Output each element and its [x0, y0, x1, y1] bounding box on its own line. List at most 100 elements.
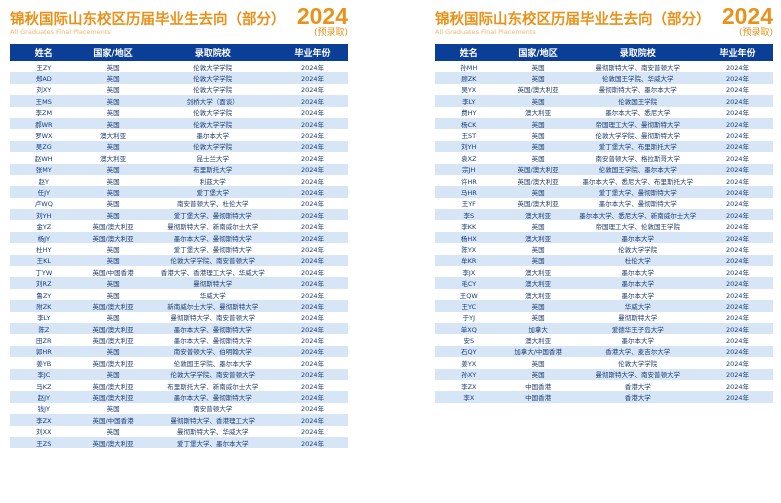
cell-year: 2024年	[277, 391, 348, 403]
cell-country: 英国/澳大利亚	[77, 231, 149, 244]
cell-country: 澳大利亚	[502, 209, 574, 221]
cell-name: 卢WQ	[34, 200, 53, 209]
cell-country: 英国/中国香港	[77, 414, 149, 426]
cell-university: 墨尔本大学	[621, 337, 655, 346]
cell-country: 澳大利亚	[525, 337, 552, 346]
cell-country: 英国	[531, 223, 545, 232]
cell-university: 帝国理工大学、伦敦国王学院	[595, 223, 681, 232]
table-row: 王KL 英国 伦敦大学学院、南安普顿大学 2024年	[10, 254, 348, 267]
cell-name: 陈Z	[10, 322, 78, 335]
cell-name: 顾ZK	[435, 72, 503, 84]
cell-country: 英国	[77, 277, 149, 289]
cell-name: 姜YX	[461, 359, 477, 368]
cell-name: 田ZR	[36, 337, 52, 346]
cell-year: 2024年	[702, 209, 773, 221]
cell-year: 2024年	[300, 382, 325, 391]
cell-university: 曼彻斯特大学	[618, 314, 658, 323]
cell-year: 2024年	[725, 291, 750, 300]
table-row: 刘XX 英国 曼彻斯特大学、华威大学 2024年	[10, 426, 348, 437]
page-subtitle: All Graduates Final Placements	[10, 28, 111, 36]
cell-university: 墨尔本大学、曼彻斯特大学	[148, 231, 277, 244]
cell-country: 英国	[106, 86, 120, 95]
cell-name: 鲁ZY	[36, 291, 52, 300]
cell-year: 2024年	[300, 291, 325, 300]
cell-year: 2024年	[725, 109, 750, 118]
table-row: 吴ZG 英国 伦敦大学学院 2024年	[10, 140, 348, 153]
cell-name: 李JX	[462, 268, 476, 277]
cell-university: 香港大学、麦吉尔大学	[573, 345, 702, 358]
cell-country: 英国	[531, 245, 545, 254]
cell-name: 赵Y	[38, 177, 50, 186]
cell-country: 英国/澳大利亚	[517, 200, 559, 209]
cell-year: 2024年	[277, 186, 348, 198]
cell-university: 香港大学	[624, 382, 651, 391]
table-row: 杨HX 澳大利亚 墨尔本大学 2024年	[435, 231, 773, 244]
cell-name: 王ZY	[36, 63, 52, 72]
cell-name: 杨HX	[435, 231, 503, 244]
cell-year: 2024年	[277, 72, 348, 84]
cell-year: 2024年	[277, 95, 348, 107]
table-row: 李ZX 英国/中国香港 曼彻斯特大学、香港理工大学 2024年	[10, 414, 348, 426]
header-university: 录取院校	[148, 44, 277, 61]
cell-year: 2024年	[725, 154, 750, 163]
cell-year: 2024年	[300, 405, 325, 414]
cell-university: 墨尔本大学、悉尼大学、布里斯托大学	[582, 177, 694, 186]
cell-country: 英国/澳大利亚	[92, 382, 134, 391]
cell-name: 王ZS	[10, 436, 78, 449]
cell-name: 张MY	[10, 163, 78, 175]
cell-country: 英国	[106, 291, 120, 300]
provisional-note: (预录取)	[738, 28, 773, 38]
cell-year: 2024年	[702, 277, 773, 289]
cell-name: 郭HR	[10, 345, 78, 358]
cell-name: 李ZX	[461, 382, 477, 391]
cell-year: 2024年	[702, 231, 773, 244]
cell-name: 刘XY	[36, 86, 52, 95]
cell-name: 罗WX	[35, 132, 53, 141]
cell-university: 南安普顿大学、伯明翰大学	[148, 345, 277, 358]
cell-university: 墨尔本大学	[621, 268, 655, 277]
table-row: 牟KR 英国 杜伦大学 2024年	[435, 254, 773, 267]
table-row: 单XQ 加拿大 爱德华王子岛大学 2024年	[435, 322, 773, 335]
cell-name: 许HR	[460, 177, 477, 186]
cell-university: 伦敦大学学院	[193, 86, 233, 95]
cell-year: 2024年	[702, 72, 773, 84]
table-header-row: 姓名 国家/地区 录取院校 毕业年份	[435, 44, 773, 61]
cell-country: 英国	[106, 177, 120, 186]
cell-university: 墨尔本大学、悉尼大学、新南威尔士大学	[573, 209, 702, 221]
table-row: 刘RZ 英国 曼彻斯特大学 2024年	[10, 277, 348, 289]
cell-country: 澳大利亚	[525, 268, 552, 277]
cell-name: 王YC	[435, 300, 503, 312]
cell-name: 刘XX	[36, 428, 52, 437]
provisional-note: (预录取)	[313, 28, 348, 38]
cell-country: 英国/中国香港	[92, 268, 134, 277]
cell-name: 毛CY	[435, 277, 503, 289]
cell-university: 香港大学、香港理工大学、华威大学	[160, 268, 265, 277]
cell-name: 姜YB	[36, 359, 52, 368]
table-row: 于YJ 英国 曼彻斯特大学 2024年	[435, 312, 773, 323]
cell-country: 中国香港	[525, 382, 552, 391]
header-name: 姓名	[435, 44, 503, 61]
cell-country: 英国	[502, 368, 574, 380]
cell-country: 英国/澳大利亚	[502, 163, 574, 175]
cell-name: 费HY	[461, 109, 477, 118]
table-row: 卢WQ 英国 南安普顿大学、杜伦大学 2024年	[10, 198, 348, 209]
cell-country: 英国	[502, 254, 574, 267]
cell-name: 马HR	[435, 186, 503, 198]
table-row: 孙XY 英国 曼彻斯特大学、南安普顿大学 2024年	[435, 368, 773, 380]
cell-name: 于YJ	[462, 314, 475, 323]
cell-year: 2024年	[702, 322, 773, 335]
table-row: 宗JH 英国/澳大利亚 伦敦国王学院、墨尔本大学 2024年	[435, 163, 773, 175]
cell-year: 2024年	[702, 186, 773, 198]
cell-country: 英国	[106, 405, 120, 414]
table-row: 马HR 英国 爱丁堡大学、曼彻斯特大学 2024年	[435, 186, 773, 198]
table-row: 杨CK 英国 帝国理工大学、曼彻斯特大学 2024年	[435, 117, 773, 130]
cell-name: 郑AD	[10, 72, 78, 84]
cell-name: 王ST	[461, 132, 477, 141]
table-row: 郑AD 英国 伦敦大学学院 2024年	[10, 72, 348, 84]
cell-year: 2024年	[277, 300, 348, 312]
cell-country: 英国	[106, 109, 120, 118]
table-row: 王ZS 英国/澳大利亚 爱丁堡大学、墨尔本大学 2024年	[10, 436, 348, 449]
cell-country: 澳大利亚	[502, 277, 574, 289]
cell-year: 2024年	[702, 254, 773, 267]
cell-university: 布里斯托大学	[148, 163, 277, 175]
